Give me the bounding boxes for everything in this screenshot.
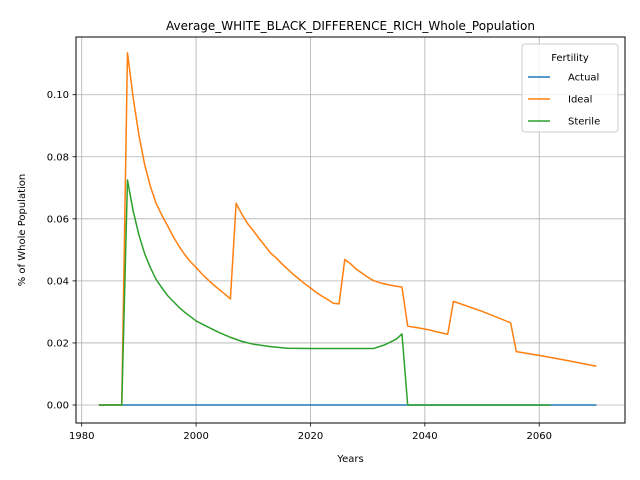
- legend-entry-actual: Actual: [528, 73, 599, 84]
- legend: Fertility Actual Ideal Sterile: [521, 43, 619, 133]
- x-tick-label: 2000: [183, 431, 208, 442]
- series-line-ideal: [98, 52, 597, 406]
- x-tick-label: 1980: [69, 431, 94, 442]
- y-tick-label: 0.10: [47, 90, 69, 101]
- series-lines: [98, 52, 597, 406]
- plot-frame: [75, 36, 626, 424]
- x-tick-label: 2060: [526, 431, 551, 442]
- y-tick-label: 0.06: [47, 214, 69, 225]
- legend-entries: Actual Ideal Sterile: [528, 73, 600, 128]
- y-tick-label: 0.00: [47, 401, 69, 412]
- legend-title: Fertility: [551, 53, 589, 64]
- x-tick-label: 2020: [298, 431, 323, 442]
- legend-entry-sterile: Sterile: [528, 117, 600, 128]
- y-tick-label: 0.02: [47, 338, 69, 349]
- legend-label: Sterile: [568, 117, 600, 128]
- y-axis-label: % of Whole Population: [17, 174, 28, 287]
- chart-title: Average_WHITE_BLACK_DIFFERENCE_RICH_Whol…: [166, 19, 535, 33]
- legend-label: Actual: [568, 73, 599, 84]
- legend-entry-ideal: Ideal: [528, 95, 592, 106]
- legend-label: Ideal: [568, 95, 592, 106]
- x-axis-label: Years: [336, 454, 363, 465]
- series-line-sterile: [98, 179, 551, 406]
- y-tick-label: 0.04: [47, 276, 69, 287]
- x-axis-ticks: 1980 2000 2020 2040 2060: [69, 423, 552, 442]
- y-tick-label: 0.08: [47, 152, 69, 163]
- y-axis-ticks: 0.00 0.02 0.04 0.06 0.08 0.10: [47, 90, 76, 412]
- legend-box: [521, 43, 619, 133]
- x-tick-label: 2040: [412, 431, 437, 442]
